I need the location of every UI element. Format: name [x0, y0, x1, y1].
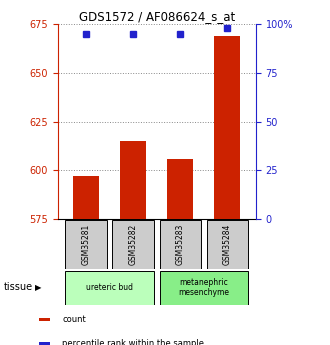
Title: GDS1572 / AF086624_s_at: GDS1572 / AF086624_s_at — [79, 10, 235, 23]
Bar — [207, 220, 248, 269]
Bar — [65, 271, 154, 305]
Bar — [39, 318, 50, 321]
Bar — [214, 36, 241, 219]
Text: metanephric
mesenchyme: metanephric mesenchyme — [179, 277, 229, 297]
Bar — [39, 342, 50, 345]
Bar — [120, 141, 146, 219]
Bar — [65, 220, 107, 269]
Bar — [160, 220, 201, 269]
Text: GSM35283: GSM35283 — [176, 224, 185, 265]
Text: tissue: tissue — [3, 282, 32, 292]
Text: GSM35284: GSM35284 — [223, 224, 232, 265]
Bar — [113, 220, 154, 269]
Text: GSM35281: GSM35281 — [82, 224, 90, 265]
Text: GSM35282: GSM35282 — [129, 224, 138, 265]
Text: percentile rank within the sample: percentile rank within the sample — [62, 339, 204, 345]
Text: ▶: ▶ — [35, 283, 41, 292]
Bar — [160, 271, 248, 305]
Bar — [167, 159, 193, 219]
Bar — [73, 176, 99, 219]
Text: count: count — [62, 315, 86, 324]
Text: ureteric bud: ureteric bud — [86, 283, 133, 292]
